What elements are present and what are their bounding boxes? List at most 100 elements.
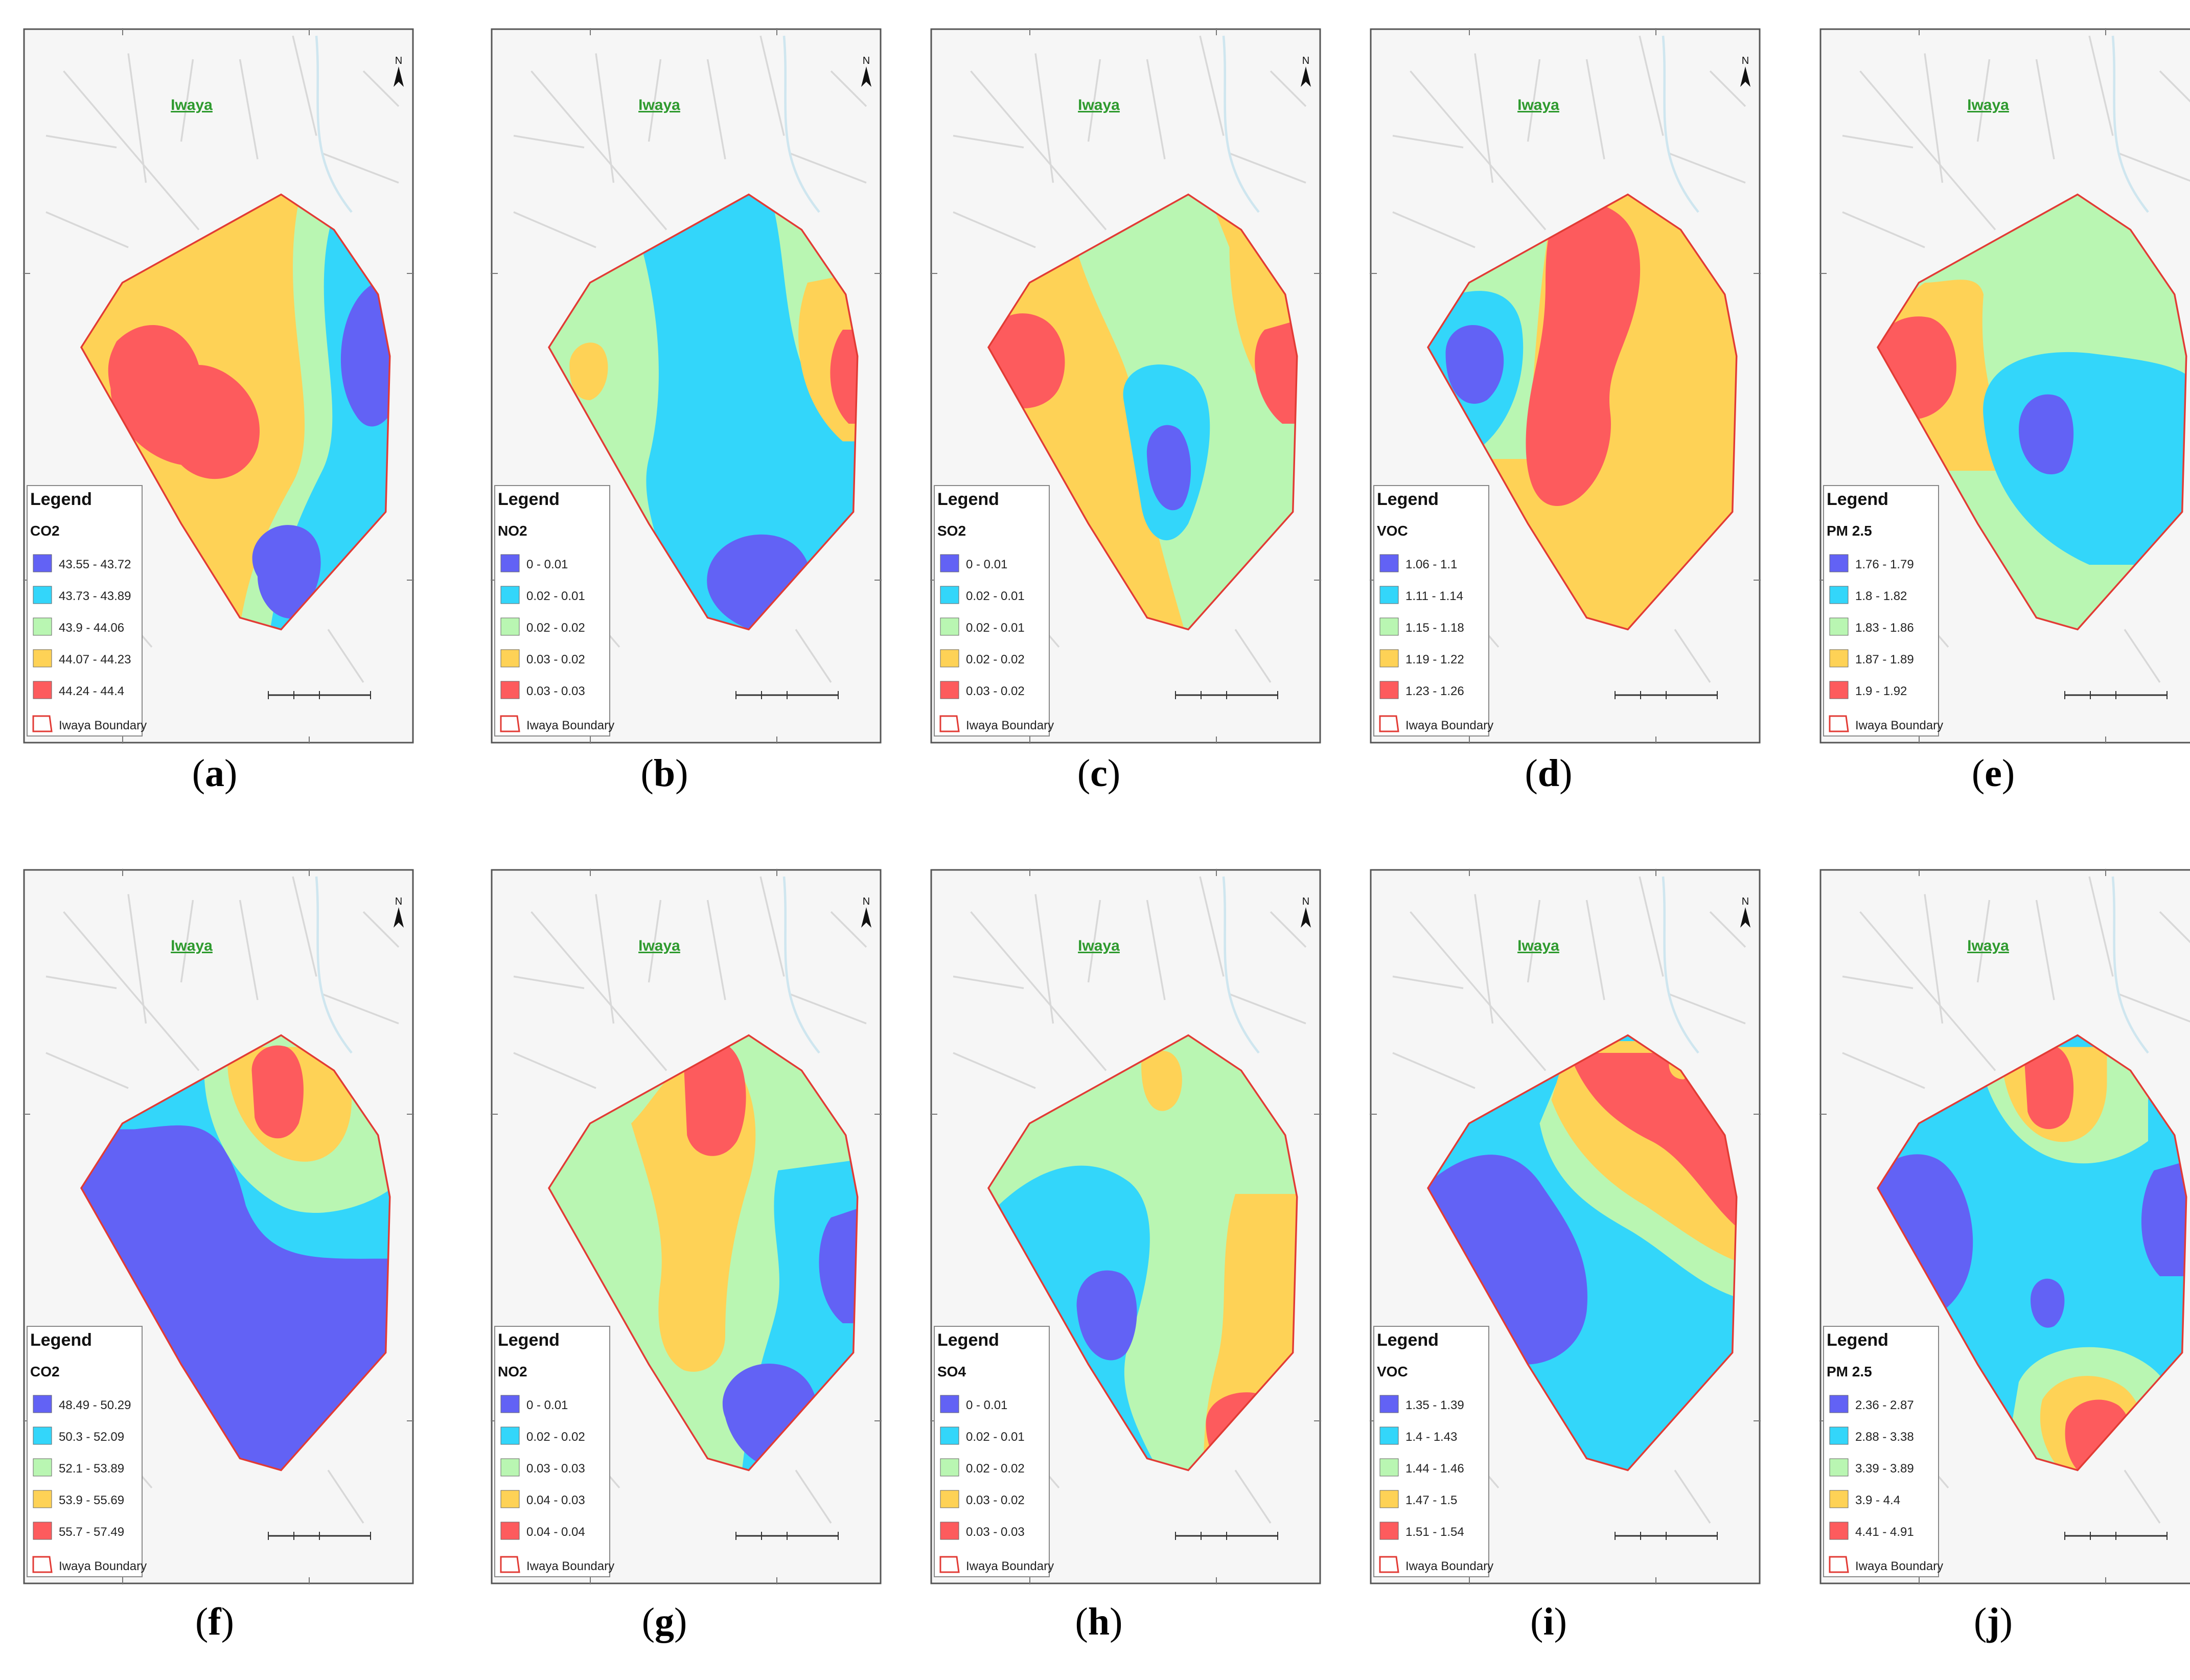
boundary-swatch-icon	[1829, 715, 1849, 732]
legend-swatch	[33, 1458, 52, 1477]
panel-caption-c: (c)	[1077, 752, 1121, 795]
panel-caption-h: (h)	[1075, 1600, 1123, 1643]
boundary-swatch-icon	[500, 715, 520, 732]
road-line	[789, 152, 867, 184]
iwaya-boundary	[547, 1034, 859, 1471]
legend-title: Legend	[1377, 1330, 1439, 1350]
legend-swatch	[940, 1426, 959, 1445]
road-line	[1976, 59, 1991, 142]
road-line	[1410, 911, 1547, 1071]
legend-swatch	[500, 649, 520, 668]
legend-swatch	[500, 1395, 520, 1413]
legend-boundary-label: Iwaya Boundary	[1855, 1559, 1943, 1573]
svg-text:N: N	[395, 896, 402, 907]
legend-class-label: 3.39 - 3.89	[1855, 1462, 1914, 1476]
legend-pollutant: NO2	[498, 1364, 527, 1379]
road-line	[2159, 70, 2190, 103]
place-label: Iwaya	[1517, 97, 1559, 113]
boundary-swatch-icon	[32, 1556, 53, 1573]
boundary-swatch-icon	[32, 715, 53, 732]
legend-swatch	[33, 1522, 52, 1540]
legend-class-label: 0.03 - 0.03	[966, 1525, 1025, 1539]
legend-swatch	[1829, 617, 1849, 636]
map-panel-e: IwayaNLegendPM 2.51.76 - 1.791.8 - 1.821…	[1819, 28, 2190, 744]
legend-class-label: 0.03 - 0.02	[966, 1493, 1025, 1507]
legend-pollutant: NO2	[498, 523, 527, 539]
road-line	[1199, 876, 1225, 977]
road-line	[2118, 993, 2190, 1023]
map-panel-a: Iwaya N Legend CO2 43.55 - 43.72 43.73 - 43.8…	[23, 28, 414, 744]
class-4-zone	[569, 342, 608, 400]
scale-bar	[1615, 1532, 1718, 1540]
road-line	[327, 629, 364, 683]
legend-class-label: 0.03 - 0.03	[526, 1462, 585, 1476]
road-line	[1270, 70, 1307, 107]
legend-class-label: 0.04 - 0.03	[526, 1493, 585, 1507]
road-line	[1410, 70, 1547, 231]
class-5-zone	[2024, 1045, 2074, 1130]
legend-boundary-label: Iwaya Boundary	[1405, 1559, 1493, 1573]
waterway-line	[782, 876, 820, 1054]
road-line	[1392, 211, 1476, 248]
road-line	[759, 35, 785, 136]
map-canvas: Iwaya N Legend NO2 0 - 0.01 0.02 - 0.01 0.02 -…	[491, 28, 882, 744]
road-line	[1527, 59, 1541, 142]
legend-boundary-label: Iwaya Boundary	[966, 719, 1054, 732]
road-line	[2035, 900, 2055, 1000]
scale-bar	[268, 1532, 371, 1540]
road-line	[1034, 894, 1054, 1024]
panel-letter: b	[653, 752, 676, 795]
legend-boundary-label: Iwaya Boundary	[526, 1559, 614, 1573]
road-line	[953, 1052, 1036, 1089]
road-line	[1146, 900, 1166, 1000]
legend-class-label: 44.07 - 44.23	[59, 653, 131, 666]
panel-letter: d	[1537, 752, 1560, 795]
waterway-line	[1222, 35, 1260, 213]
map-panel-j: IwayaNLegendPM 2.52.36 - 2.872.88 - 3.38…	[1819, 869, 2190, 1584]
panel-caption-j: (j)	[1974, 1600, 2013, 1643]
legend-class-label: 0.04 - 0.04	[526, 1525, 585, 1539]
road-line	[1668, 152, 1746, 184]
place-label: Iwaya	[638, 97, 680, 113]
place-label: Iwaya	[1078, 97, 1120, 113]
panel-letter: g	[655, 1600, 674, 1643]
place-label: Iwaya	[638, 937, 680, 954]
road-line	[2118, 152, 2190, 182]
road-line	[292, 35, 317, 136]
legend-boundary-label: Iwaya Boundary	[1855, 719, 1943, 732]
iwaya-boundary	[547, 193, 859, 631]
legend: Legend VOC 1.06 - 1.1 1.11 - 1.14 1.15 - 1.1…	[1373, 485, 1493, 737]
place-label: Iwaya	[171, 937, 213, 954]
road-line	[2124, 629, 2161, 683]
road-line	[180, 900, 194, 983]
legend-class-label: 55.7 - 57.49	[59, 1525, 124, 1539]
panel-letter: e	[1985, 752, 2002, 795]
road-line	[1842, 1052, 1925, 1089]
road-line	[2088, 876, 2114, 977]
road-line	[531, 70, 667, 231]
place-label: Iwaya	[1078, 937, 1120, 954]
map-canvas: IwayaNLegendPM 2.52.36 - 2.872.88 - 3.38…	[1819, 869, 2190, 1584]
legend-class-label: 0.03 - 0.03	[526, 684, 585, 698]
road-line	[1976, 900, 1991, 983]
svg-text:N: N	[863, 55, 870, 66]
class-1-zone	[1076, 1270, 1137, 1361]
legend-class-label: 0 - 0.01	[966, 558, 1007, 571]
legend-swatch	[500, 1522, 520, 1540]
road-line	[595, 894, 615, 1024]
legend-swatch	[940, 617, 959, 636]
legend-class-label: 0.02 - 0.01	[966, 589, 1025, 603]
legend-swatch	[1379, 1395, 1399, 1413]
legend-title: Legend	[30, 490, 92, 509]
road-line	[513, 1052, 596, 1089]
legend-swatch	[33, 1490, 52, 1508]
map-canvas: IwayaNLegendPM 2.51.76 - 1.791.8 - 1.821…	[1819, 28, 2190, 744]
class-5-zone	[108, 325, 260, 479]
road-line	[1474, 53, 1494, 183]
road-line	[321, 152, 399, 184]
legend-swatch	[500, 1426, 520, 1445]
legend-class-label: 1.44 - 1.46	[1405, 1462, 1464, 1476]
legend-swatch	[33, 1426, 52, 1445]
panel-caption-e: (e)	[1971, 752, 2015, 795]
road-line	[239, 900, 259, 1000]
